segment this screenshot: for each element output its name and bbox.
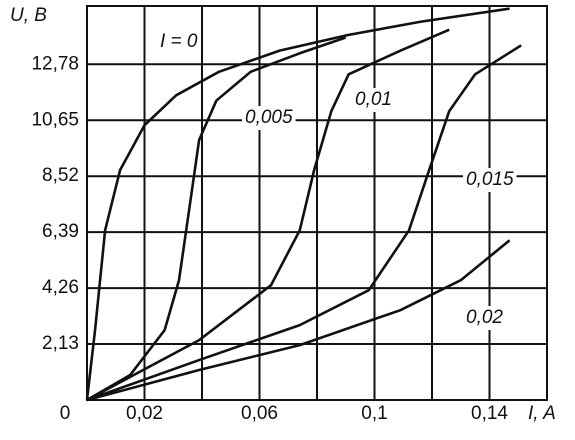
series-label: 0,02: [466, 307, 503, 328]
series-label: I = 0: [160, 31, 198, 52]
x-tick-label: 0: [60, 403, 71, 424]
y-axis-label: U, B: [10, 5, 47, 26]
x-tick-label: 0,14: [471, 403, 508, 424]
y-tick-label: 4,26: [42, 277, 79, 298]
label-background: [463, 168, 517, 192]
label-background: [242, 106, 296, 130]
curve: [86, 239, 511, 402]
y-tick-label: 12,78: [31, 53, 79, 74]
x-tick-label: 0,02: [126, 403, 163, 424]
curve: [85, 7, 510, 401]
label-background: [352, 88, 395, 112]
label-background: [463, 306, 506, 330]
series-label: 0,01: [355, 89, 392, 110]
x-axis-label: I, A: [528, 403, 556, 424]
y-tick-label: 2,13: [42, 333, 79, 354]
curve: [86, 28, 450, 402]
y-tick-label: 10,65: [31, 109, 79, 130]
y-tick-label: 8,52: [42, 165, 79, 186]
y-tick-label: 6,39: [42, 221, 79, 242]
x-tick-label: 0,06: [241, 403, 278, 424]
curve: [86, 44, 522, 402]
x-tick-label: 0,1: [361, 403, 387, 424]
curve: [86, 36, 347, 402]
label-background: [157, 30, 201, 54]
series-label: 0,015: [466, 169, 514, 190]
series-label: 0,005: [245, 107, 293, 128]
